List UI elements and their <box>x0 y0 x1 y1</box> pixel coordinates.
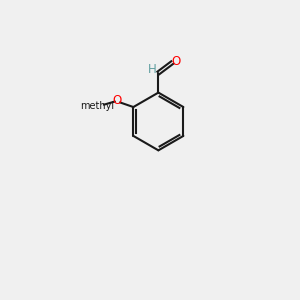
Text: O: O <box>172 55 181 68</box>
Text: methyl: methyl <box>80 101 114 111</box>
Text: H: H <box>148 63 156 76</box>
Text: O: O <box>112 94 121 106</box>
